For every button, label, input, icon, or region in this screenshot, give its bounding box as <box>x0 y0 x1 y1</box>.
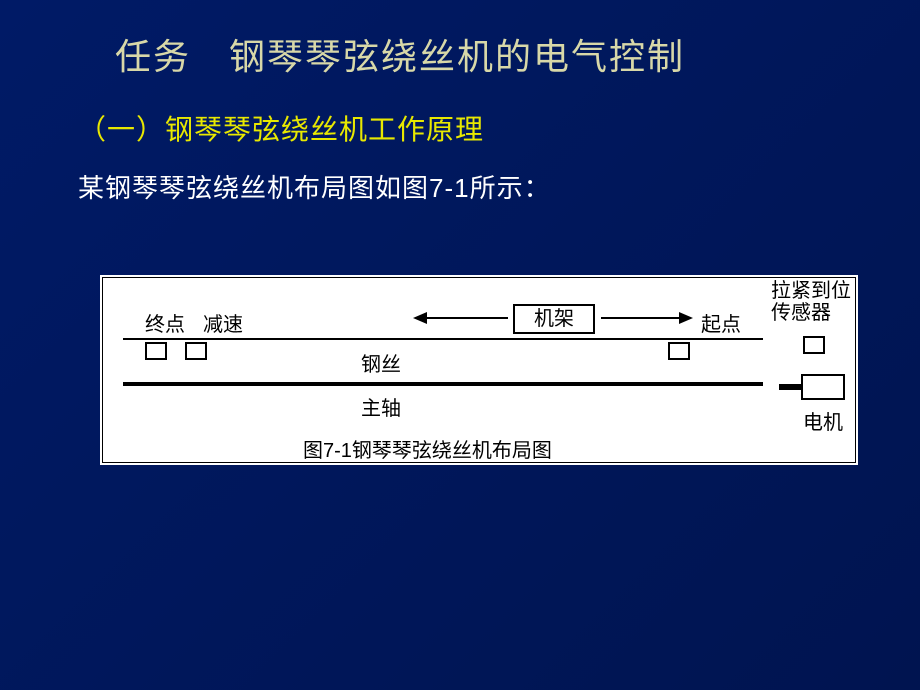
body-prefix: 某钢琴琴弦绕丝机布局图如图 <box>78 174 429 203</box>
label-decelerate: 减速 <box>203 308 243 337</box>
label-startpoint: 起点 <box>701 308 741 337</box>
label-tension-sensor: 拉紧到位 传感器 <box>771 280 851 324</box>
main-shaft-line <box>123 382 763 386</box>
box-startpoint <box>668 342 690 360</box>
sensor-line1: 拉紧到位 <box>771 280 851 302</box>
caption-text: 钢琴琴弦绕丝机布局图 <box>352 440 552 462</box>
diagram-container: 终点 减速 机架 起点 拉紧到位 传感器 钢丝 主轴 <box>100 275 858 465</box>
diagram-caption: 图7-1钢琴琴弦绕丝机布局图 <box>303 434 552 463</box>
body-figure-number: 7-1 <box>429 173 470 203</box>
box-endpoint <box>145 342 167 360</box>
label-main-shaft: 主轴 <box>361 392 401 421</box>
box-decelerate <box>185 342 207 360</box>
sensor-line2: 传感器 <box>771 302 831 324</box>
label-steel-wire: 钢丝 <box>361 348 401 377</box>
motor-shaft <box>779 384 801 390</box>
body-suffix: 所示： <box>470 174 551 203</box>
slide-subtitle: （一）钢琴琴弦绕丝机工作原理 <box>78 108 484 148</box>
wire-line <box>123 338 763 340</box>
slide-body-text: 某钢琴琴弦绕丝机布局图如图7-1所示： <box>78 168 551 205</box>
slide-title: 任务 钢琴琴弦绕丝机的电气控制 <box>115 28 685 80</box>
caption-number: 7-1 <box>323 440 352 462</box>
caption-prefix: 图 <box>303 440 323 462</box>
arrow-right-icon <box>601 310 693 326</box>
label-motor: 电机 <box>803 406 843 435</box>
label-endpoint: 终点 <box>145 308 185 337</box>
label-frame-box: 机架 <box>513 304 595 334</box>
motor-body <box>801 374 845 400</box>
diagram-border: 终点 减速 机架 起点 拉紧到位 传感器 钢丝 主轴 <box>102 277 856 463</box>
arrow-left-icon <box>413 310 508 326</box>
box-sensor <box>803 336 825 354</box>
